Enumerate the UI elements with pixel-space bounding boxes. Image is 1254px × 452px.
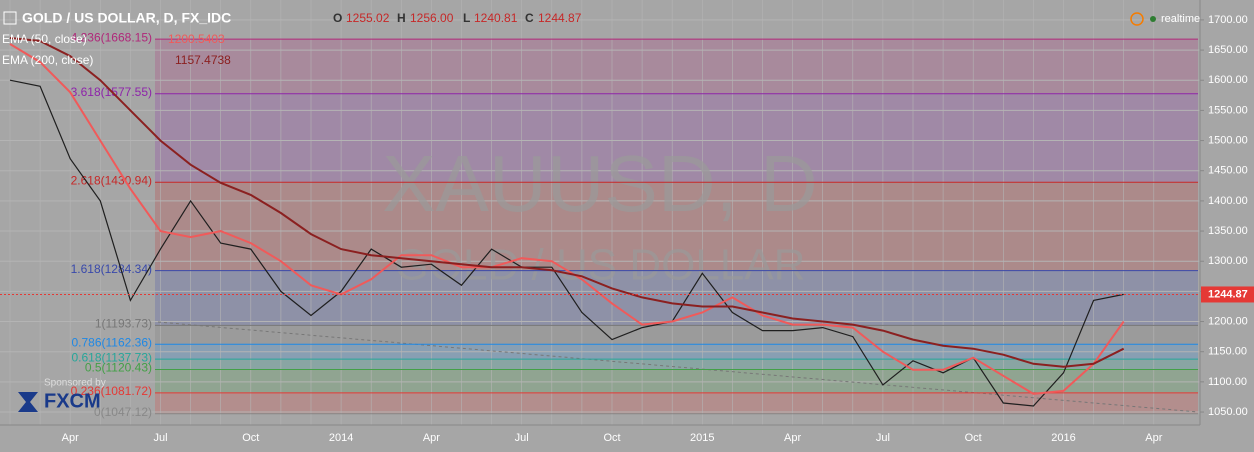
y-tick-label: 1650.00 xyxy=(1208,44,1248,56)
last-price-box xyxy=(1201,286,1254,303)
y-tick-label: 1150.00 xyxy=(1208,346,1247,358)
x-tick-label: Oct xyxy=(242,432,259,444)
quote-value: 1255.02 xyxy=(346,11,390,25)
fib-band xyxy=(155,369,1198,393)
menu-icon[interactable] xyxy=(3,11,17,25)
last-price-label: 1244.87 xyxy=(1208,288,1248,300)
x-tick-label: Jul xyxy=(153,432,167,444)
x-tick-label: 2015 xyxy=(690,432,714,444)
fib-label: 1(1193.73) xyxy=(95,316,152,330)
legend-entry[interactable]: EMA (50, close) xyxy=(2,32,87,46)
fib-label: 1.618(1284.34) xyxy=(71,262,152,276)
quote-label: L xyxy=(463,11,470,25)
fib-label: 0.5(1120.43) xyxy=(85,361,152,375)
x-tick-label: Jul xyxy=(515,432,529,444)
legend-value: 1200.5403 xyxy=(168,32,225,46)
quote-value: 1240.81 xyxy=(474,11,518,25)
y-tick-label: 1600.00 xyxy=(1208,74,1248,86)
legend-value: 1157.4738 xyxy=(175,53,231,67)
x-tick-label: Apr xyxy=(1145,432,1162,444)
x-tick-label: Apr xyxy=(423,432,440,444)
y-tick-label: 1300.00 xyxy=(1208,255,1248,267)
fib-band xyxy=(155,182,1198,271)
quote-value: 1256.00 xyxy=(410,11,454,25)
chart-title: GOLD / US DOLLAR, D, FX_IDC xyxy=(22,10,231,26)
sponsor-logo: FXCM xyxy=(44,390,101,412)
fib-label: 4.236(1668.15) xyxy=(71,30,152,44)
y-tick-label: 1450.00 xyxy=(1208,165,1248,177)
y-tick-label: 1700.00 xyxy=(1208,14,1248,26)
price-axis xyxy=(1200,0,1254,452)
y-tick-label: 1200.00 xyxy=(1208,315,1248,327)
fib-label: 0.236(1081.72) xyxy=(71,384,152,398)
x-tick-label: Jul xyxy=(876,432,890,444)
fib-band xyxy=(155,93,1198,183)
fib-band xyxy=(155,392,1198,414)
quote-value: 1244.87 xyxy=(538,11,582,25)
fib-label: 2.618(1430.94) xyxy=(71,173,152,187)
series-line xyxy=(9,43,1125,395)
y-tick-label: 1350.00 xyxy=(1208,225,1248,237)
quote-label: C xyxy=(525,11,534,25)
sponsor-icon xyxy=(18,392,38,412)
fib-band xyxy=(155,359,1198,370)
fib-band xyxy=(155,270,1198,326)
legend-entry[interactable]: EMA (200, close) xyxy=(2,53,93,67)
series-line xyxy=(9,37,1125,368)
x-tick-label: 2016 xyxy=(1051,432,1075,444)
clock-icon xyxy=(1130,12,1144,26)
status: realtime xyxy=(1161,13,1200,25)
fib-label: 0.618(1137.73) xyxy=(71,350,152,364)
sponsor: Sponsored by xyxy=(44,378,106,389)
quote-label: H xyxy=(397,11,406,25)
y-tick-label: 1500.00 xyxy=(1208,134,1248,146)
y-tick-label: 1400.00 xyxy=(1208,195,1248,207)
y-tick-label: 1050.00 xyxy=(1208,406,1248,418)
x-tick-label: Apr xyxy=(62,432,79,444)
quote-label: O xyxy=(333,11,342,25)
fib-band xyxy=(155,39,1198,94)
y-tick-label: 1100.00 xyxy=(1208,376,1247,388)
x-tick-label: Oct xyxy=(965,432,982,444)
x-tick-label: 2014 xyxy=(329,432,353,444)
watermark: XAUUSD, D xyxy=(382,139,818,228)
fib-band xyxy=(155,325,1198,345)
status-dot xyxy=(1150,16,1156,22)
x-tick-label: Apr xyxy=(784,432,801,444)
fib-label: 0(1047.12) xyxy=(94,405,152,419)
fib-label: 0.786(1162.36) xyxy=(71,335,152,349)
x-tick-label: Oct xyxy=(603,432,620,444)
y-tick-label: 1550.00 xyxy=(1208,104,1248,116)
